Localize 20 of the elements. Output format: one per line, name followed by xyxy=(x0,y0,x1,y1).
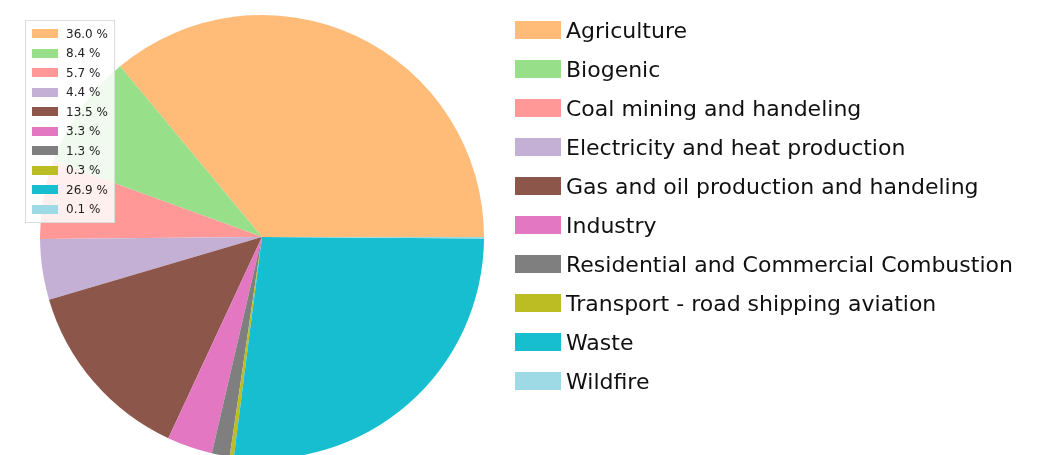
legend-label: Residential and Commercial Combustion xyxy=(566,251,1013,277)
text: 36.0 % xyxy=(66,26,108,41)
text: 5.7 % xyxy=(66,65,101,80)
text: 26.9 % xyxy=(66,182,108,197)
legend-label: Agriculture xyxy=(566,17,687,43)
text: 8.4 % xyxy=(66,46,101,61)
text: 0.1 % xyxy=(66,202,101,217)
text: 4.4 % xyxy=(66,85,101,100)
legend-label: Industry xyxy=(566,212,657,238)
legend-label: Waste xyxy=(566,329,634,355)
legend-label: Gas and oil production and handeling xyxy=(566,173,979,199)
legend-label: Coal mining and handeling xyxy=(566,95,862,121)
text: 1.3 % xyxy=(66,143,101,158)
text: 3.3 % xyxy=(66,124,101,139)
legend-label: Wildfire xyxy=(566,368,650,394)
legend-label: Transport - road shipping aviation xyxy=(565,290,937,316)
legend-label: Biogenic xyxy=(566,56,661,82)
legend-label: Electricity and heat production xyxy=(566,134,906,160)
text: 13.5 % xyxy=(66,104,108,119)
text: 0.3 % xyxy=(66,163,101,178)
